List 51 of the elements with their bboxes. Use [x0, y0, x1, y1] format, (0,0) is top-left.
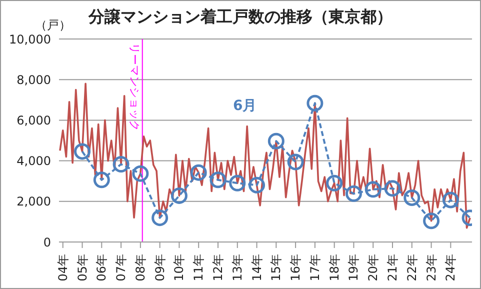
x-tick-label: 07年: [114, 254, 128, 282]
x-tick-label: 06年: [94, 254, 109, 282]
point: [170, 187, 188, 204]
y-tick-label: 2,000: [16, 194, 51, 209]
x-tick-label: 21年: [386, 254, 400, 282]
point: [345, 185, 362, 202]
point: [229, 174, 246, 192]
x-tick-label: 20年: [366, 254, 380, 282]
point: [210, 172, 226, 188]
point: [287, 154, 304, 170]
x-tick-label: 23年: [424, 254, 438, 282]
point: [364, 181, 382, 198]
y-tick-label: 0: [43, 235, 51, 250]
point: [112, 156, 130, 172]
point: [152, 210, 168, 226]
x-tick-label: 24年: [444, 254, 458, 282]
x-tick-label: 12年: [210, 254, 225, 282]
x-tick-label: 05年: [75, 254, 90, 282]
y-tick-label: 10,000: [9, 32, 51, 46]
point: [93, 172, 110, 188]
x-tick-label: 10年: [172, 254, 186, 282]
x-tick-label: 16年: [288, 254, 303, 282]
y-tick-label: 4,000: [16, 154, 51, 168]
point: [326, 174, 343, 192]
x-tick-label: 04年: [56, 254, 70, 282]
x-tick-label: 11年: [192, 254, 206, 282]
x-tick-label: 08年: [133, 254, 148, 282]
y-tick-label: 6,000: [16, 113, 51, 128]
x-tick-label: 09年: [152, 254, 167, 282]
x-tick-label: 15年: [269, 254, 284, 282]
x-tick-label: 17年: [308, 254, 322, 282]
y-tick-label: 8,000: [16, 72, 51, 87]
y-axis-title: （戸）: [35, 17, 71, 34]
x-tick-label: 19年: [346, 254, 361, 282]
annotation: 6月: [233, 97, 257, 115]
point: [268, 132, 284, 150]
point: [190, 164, 207, 181]
point: [442, 192, 459, 208]
x-tick-label: 14年: [250, 254, 264, 282]
x-tick-label: 13年: [230, 254, 244, 282]
point: [384, 180, 401, 197]
chart-title: 分譲マンション着工戸数の推移（東京都）: [88, 7, 392, 26]
point: [74, 143, 91, 160]
point: [132, 165, 149, 182]
point: [306, 94, 324, 112]
ref-line-label: リーマンショック: [128, 43, 141, 131]
x-tick-label: 18年: [327, 254, 342, 282]
point: [248, 176, 266, 194]
point: [404, 189, 420, 206]
x-tick-label: 22年: [404, 254, 419, 282]
point: [423, 212, 440, 230]
